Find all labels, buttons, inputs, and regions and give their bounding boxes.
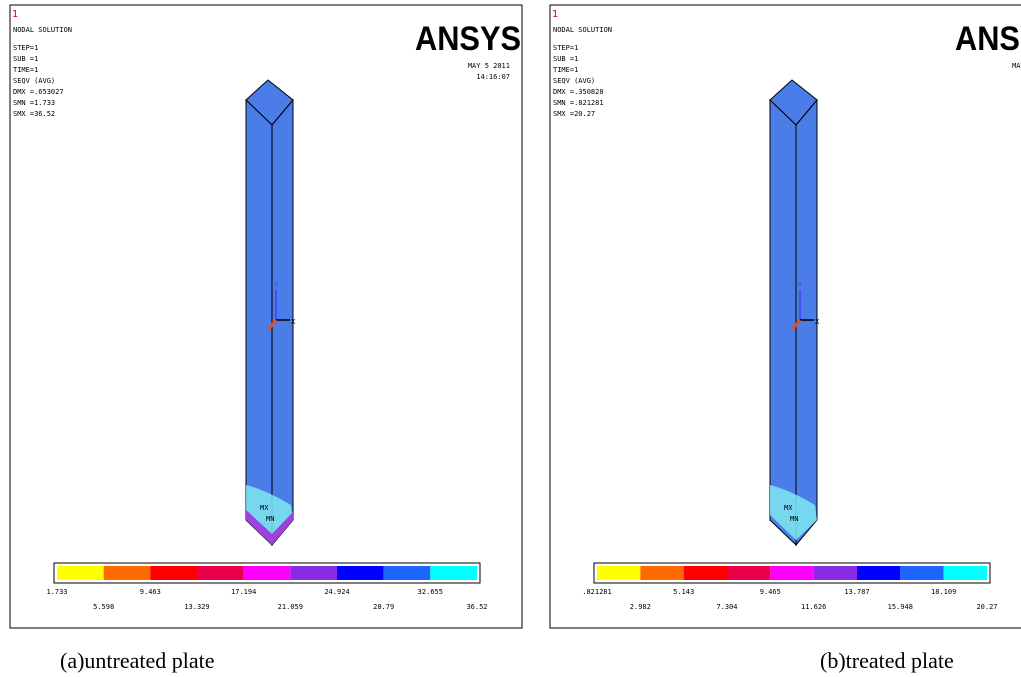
legend-label: .821281 <box>582 588 612 596</box>
legend-swatch <box>597 566 640 580</box>
legend-swatch <box>727 566 770 580</box>
legend-swatch <box>814 566 857 580</box>
legend-swatch <box>684 566 727 580</box>
legend-swatch <box>337 566 384 580</box>
info-line: DMX =.653027 <box>13 88 64 96</box>
caption: (b)treated plate <box>820 648 954 673</box>
date: MAY 5 201 <box>1012 62 1021 70</box>
legend-label: 11.626 <box>801 603 826 611</box>
marker-mn: MN <box>790 515 798 523</box>
plate-front <box>246 100 272 545</box>
legend-swatch <box>640 566 683 580</box>
legend-swatch <box>430 566 477 580</box>
legend-swatch <box>244 566 291 580</box>
legend-label: 9.463 <box>140 588 161 596</box>
window-index: 1 <box>552 9 558 20</box>
panel: 1 NODAL SOLUTION STEP=1 SUB =1 TIME=1 SEQV (A… <box>10 5 522 673</box>
info-line: STEP=1 <box>553 44 578 52</box>
legend-swatch <box>290 566 337 580</box>
legend-label: 17.194 <box>231 588 256 596</box>
info-line: SMN =.821281 <box>553 99 604 107</box>
legend-swatch <box>197 566 244 580</box>
window-index: 1 <box>12 9 18 20</box>
figure: 1 NODAL SOLUTION STEP=1 SUB =1 TIME=1 SEQV (A… <box>0 0 1021 677</box>
panel: 1 NODAL SOLUTION STEP=1 SUB =1 TIME=1 SEQV (A… <box>550 5 1021 673</box>
info-line: SUB =1 <box>13 55 38 63</box>
legend-label: 9.465 <box>760 588 781 596</box>
time: 14:16:07 <box>476 73 510 81</box>
info-line: SUB =1 <box>553 55 578 63</box>
legend-label: 13.787 <box>844 588 869 596</box>
info-line: SMN =1.733 <box>13 99 55 107</box>
legend-swatch <box>770 566 813 580</box>
info-line: SMX =36.52 <box>13 110 55 118</box>
logo: ANSYS <box>955 20 1021 58</box>
legend-swatch <box>57 566 104 580</box>
date: MAY 5 2011 <box>468 62 510 70</box>
caption: (a)untreated plate <box>60 648 215 673</box>
legend-swatch <box>857 566 900 580</box>
legend-label: 18.109 <box>931 588 956 596</box>
info-line: TIME=1 <box>13 66 38 74</box>
legend-label: 1.733 <box>46 588 67 596</box>
legend-swatch <box>384 566 431 580</box>
info-line: SEQV (AVG) <box>553 77 595 85</box>
marker-mx: MX <box>784 504 793 512</box>
marker-mn: MN <box>266 515 274 523</box>
legend-label: 24.924 <box>324 588 349 596</box>
info-line: SEQV (AVG) <box>13 77 55 85</box>
heading: NODAL SOLUTION <box>13 26 72 34</box>
legend-label: 5.598 <box>93 603 114 611</box>
legend-label: 21.059 <box>278 603 303 611</box>
legend-label: 5.143 <box>673 588 694 596</box>
plate-front <box>770 100 796 545</box>
info-line: SMX =20.27 <box>553 110 595 118</box>
info-line: STEP=1 <box>13 44 38 52</box>
info-line: DMX =.350828 <box>553 88 604 96</box>
page: 1 NODAL SOLUTION STEP=1 SUB =1 TIME=1 SEQV (A… <box>0 0 1021 677</box>
legend-label: 20.27 <box>976 603 997 611</box>
legend-label: 36.52 <box>466 603 487 611</box>
legend-label: 28.79 <box>373 603 394 611</box>
legend-label: 13.329 <box>184 603 209 611</box>
legend-label: 2.982 <box>630 603 651 611</box>
marker-mx: MX <box>260 504 269 512</box>
legend-swatch <box>104 566 151 580</box>
legend-swatch <box>900 566 943 580</box>
logo: ANSYS <box>415 20 521 58</box>
heading: NODAL SOLUTION <box>553 26 612 34</box>
legend-label: 7.304 <box>716 603 737 611</box>
info-line: TIME=1 <box>553 66 578 74</box>
legend-label: 15.948 <box>888 603 913 611</box>
legend-label: 32.655 <box>418 588 443 596</box>
legend-swatch <box>944 566 987 580</box>
legend-swatch <box>150 566 197 580</box>
